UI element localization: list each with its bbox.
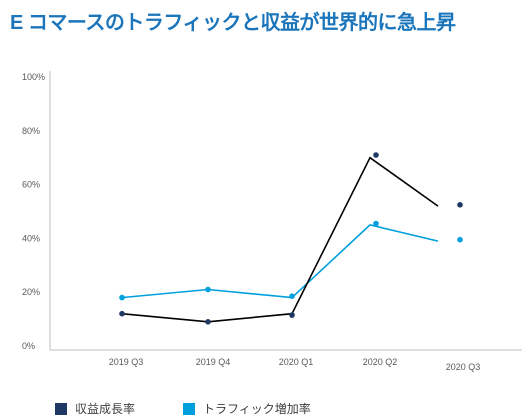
y-tick-label: 100%: [22, 72, 45, 82]
chart-title: E コマースのトラフィックと収益が世界的に急上昇: [10, 12, 456, 34]
data-point-1: [373, 220, 379, 227]
data-point-0: [205, 319, 211, 325]
data-point-0: [289, 312, 295, 318]
data-point-1: [119, 294, 125, 301]
data-point-1: [289, 293, 295, 300]
y-tick-label: 20%: [22, 287, 40, 297]
data-point-0: [373, 152, 379, 158]
y-tick-label: 40%: [22, 233, 40, 243]
x-tick-label: 2020 Q1: [279, 357, 314, 367]
legend-swatch-revenue: [55, 402, 67, 415]
data-point-0: [119, 310, 125, 317]
x-tick-label: 2019 Q3: [109, 357, 144, 367]
series-line-1: [121, 224, 439, 299]
data-point-1: [457, 236, 463, 243]
y-tick-label: 60%: [22, 180, 40, 190]
legend-swatch-traffic: [183, 402, 196, 415]
legend-label-traffic: トラフィック増加率: [203, 402, 311, 416]
legend-item-revenue: 収益成長率: [55, 400, 135, 417]
legend: 収益成長率 トラフィック増加率: [55, 400, 311, 417]
legend-item-traffic: トラフィック増加率: [183, 400, 311, 417]
data-point-0: [457, 202, 463, 208]
legend-label-revenue: 収益成長率: [75, 402, 136, 416]
x-tick-label: 2019 Q4: [196, 357, 231, 367]
x-tick-label: 2020 Q3: [446, 362, 481, 372]
y-tick-label: 0%: [22, 341, 35, 351]
x-tick-label: 2020 Q2: [363, 357, 398, 367]
data-point-1: [205, 286, 211, 293]
y-tick-label: 80%: [22, 126, 40, 136]
